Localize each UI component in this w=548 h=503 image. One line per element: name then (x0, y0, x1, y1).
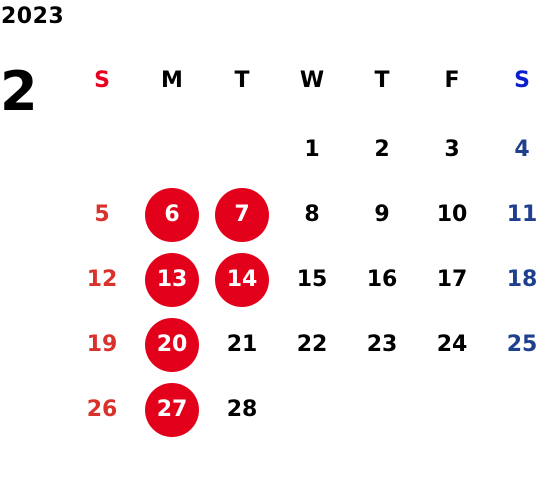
day-cell[interactable]: 12 (86, 267, 118, 292)
day-cell[interactable]: 28 (226, 397, 258, 422)
day-cell[interactable]: 16 (366, 267, 398, 292)
day-cell[interactable]: 21 (226, 332, 258, 357)
day-cell[interactable]: 25 (506, 332, 538, 357)
day-cell[interactable]: 8 (304, 202, 320, 227)
weekday-header: S (514, 68, 530, 93)
day-cell[interactable]: 4 (514, 137, 530, 162)
highlighted-day-cell[interactable]: 6 (145, 188, 199, 242)
day-cell[interactable]: 10 (436, 202, 468, 227)
day-cell[interactable]: 11 (506, 202, 538, 227)
day-cell[interactable]: 18 (506, 267, 538, 292)
day-cell[interactable]: 9 (374, 202, 390, 227)
highlighted-day-cell[interactable]: 7 (215, 188, 269, 242)
day-cell[interactable]: 23 (366, 332, 398, 357)
highlighted-day-cell[interactable]: 20 (145, 318, 199, 372)
day-cell[interactable]: 1 (304, 137, 320, 162)
weekday-header: M (161, 68, 183, 93)
day-cell[interactable]: 15 (296, 267, 328, 292)
day-cell[interactable]: 2 (374, 137, 390, 162)
weekday-header: F (444, 68, 460, 93)
weekday-header: T (234, 68, 250, 93)
day-cell[interactable]: 5 (94, 202, 110, 227)
month-number: 2 (0, 60, 38, 123)
year-label: 2023 (1, 4, 65, 29)
day-cell[interactable]: 3 (444, 137, 460, 162)
day-cell[interactable]: 26 (86, 397, 118, 422)
day-cell[interactable]: 19 (86, 332, 118, 357)
weekday-header: S (94, 68, 110, 93)
day-cell[interactable]: 17 (436, 267, 468, 292)
highlighted-day-cell[interactable]: 27 (145, 383, 199, 437)
day-cell[interactable]: 24 (436, 332, 468, 357)
highlighted-day-cell[interactable]: 13 (145, 253, 199, 307)
day-cell[interactable]: 22 (296, 332, 328, 357)
highlighted-day-cell[interactable]: 14 (215, 253, 269, 307)
weekday-header: T (374, 68, 390, 93)
weekday-header: W (299, 68, 325, 93)
